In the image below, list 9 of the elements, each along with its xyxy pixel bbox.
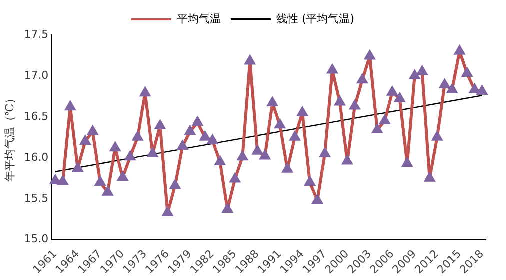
legend-label: 平均气温 xyxy=(176,12,221,26)
legend-label: 线性 (平均气温) xyxy=(276,12,355,26)
y-tick-label: 17.5 xyxy=(24,28,49,41)
y-tick-label: 15.5 xyxy=(24,192,49,205)
y-tick-label: 15.0 xyxy=(24,232,49,246)
y-axis-title: 年平均气温（℃） xyxy=(3,92,16,182)
y-tick-label: 16.5 xyxy=(24,110,49,123)
y-tick-label: 16.0 xyxy=(24,150,49,164)
y-tick-label: 17.0 xyxy=(24,68,49,82)
